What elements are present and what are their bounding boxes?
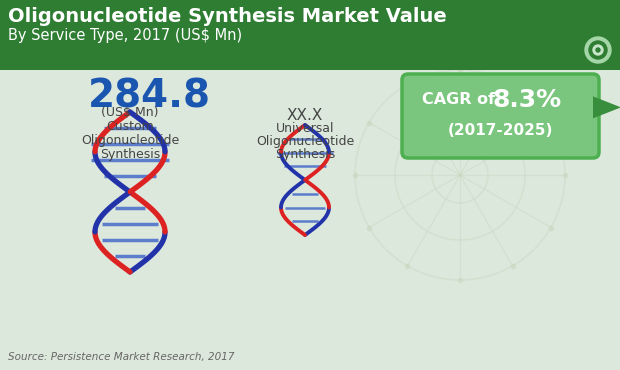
Text: 284.8: 284.8	[88, 77, 211, 115]
Text: Source: Persistence Market Research, 2017: Source: Persistence Market Research, 201…	[8, 352, 234, 362]
Circle shape	[593, 45, 603, 55]
Text: Oligonucleotide: Oligonucleotide	[256, 135, 354, 148]
Text: Synthesis: Synthesis	[100, 148, 160, 161]
FancyBboxPatch shape	[0, 0, 620, 70]
Text: 8.3%: 8.3%	[493, 88, 562, 112]
Text: Universal: Universal	[276, 122, 334, 135]
Text: CAGR of: CAGR of	[422, 92, 495, 107]
Circle shape	[589, 41, 607, 59]
Polygon shape	[593, 96, 620, 118]
Text: Custom: Custom	[106, 120, 154, 133]
Text: XX.X: XX.X	[287, 108, 323, 123]
FancyBboxPatch shape	[402, 74, 599, 158]
Text: By Service Type, 2017 (US$ Mn): By Service Type, 2017 (US$ Mn)	[8, 28, 242, 43]
Text: Synthesis: Synthesis	[275, 148, 335, 161]
Text: (US$ Mn): (US$ Mn)	[101, 106, 159, 119]
Text: Oligonucleotide Synthesis Market Value: Oligonucleotide Synthesis Market Value	[8, 7, 447, 26]
Circle shape	[585, 37, 611, 63]
Circle shape	[596, 48, 600, 52]
Text: Oligonucleotide: Oligonucleotide	[81, 134, 179, 147]
Text: (2017-2025): (2017-2025)	[448, 123, 553, 138]
